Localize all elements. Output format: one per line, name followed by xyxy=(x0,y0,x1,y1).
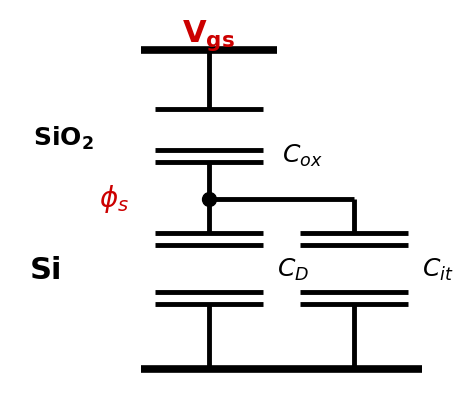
Text: $C_{it}$: $C_{it}$ xyxy=(422,257,454,283)
Text: $\mathbf{V_{gs}}$: $\mathbf{V_{gs}}$ xyxy=(182,18,236,53)
Text: $C_D$: $C_D$ xyxy=(277,257,309,283)
Text: $\phi_s$: $\phi_s$ xyxy=(99,184,129,215)
Text: $C_{ox}$: $C_{ox}$ xyxy=(282,143,322,169)
Text: $\mathbf{Si}$: $\mathbf{Si}$ xyxy=(29,256,61,285)
Text: $\mathbf{SiO_2}$: $\mathbf{SiO_2}$ xyxy=(33,125,94,152)
